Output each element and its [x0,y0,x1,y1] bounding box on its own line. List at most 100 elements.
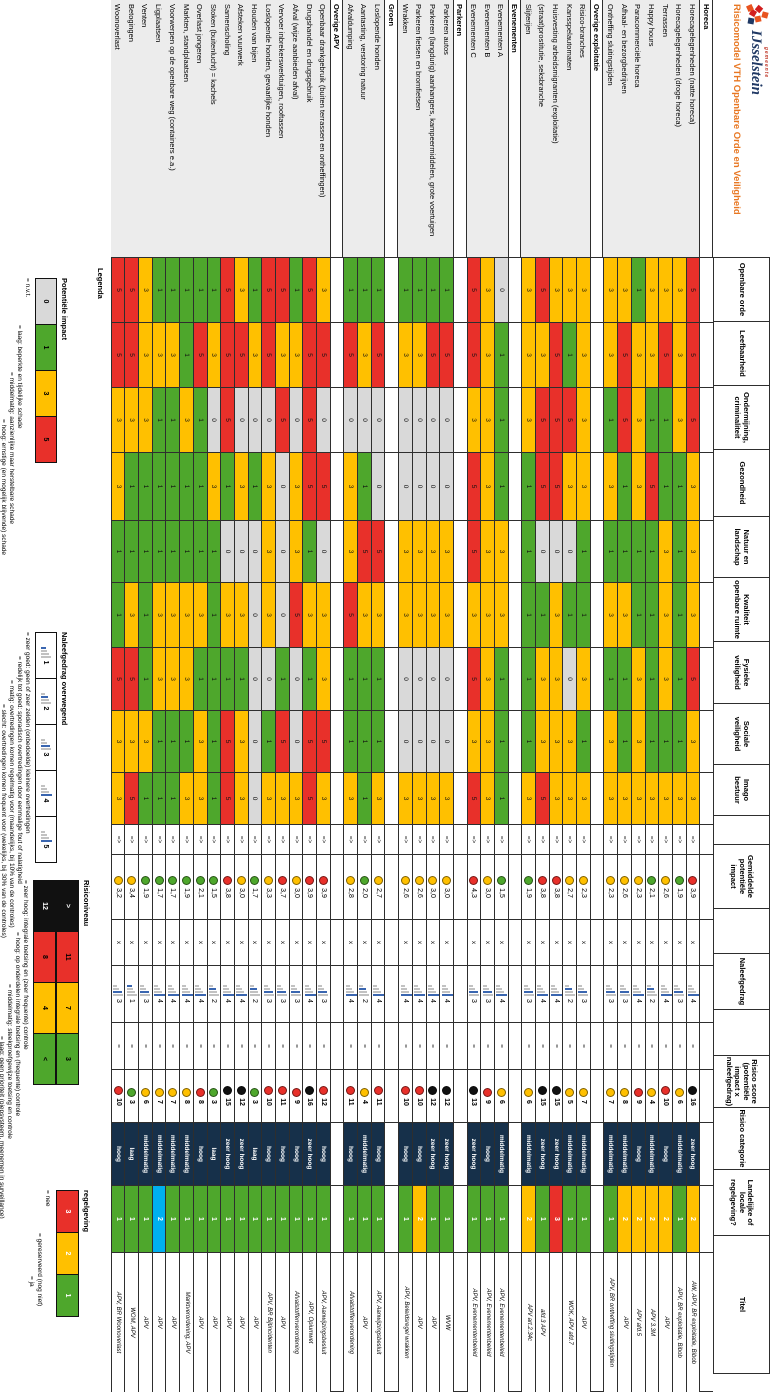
risico-score-cell: 7 [165,1070,180,1123]
gemiddelde-impact-cell: 1,7 [165,855,180,920]
impact-cell: 0 [398,711,412,773]
risico-score-cell: 9 [630,1070,645,1123]
equals-cell: = [603,1023,618,1070]
item-row: Venten 3 3 3 1 1 1 1 3 1 => 1,9 x 3 = 6 middelmatig 1 APV [138,0,152,1392]
section-empty-cell [384,920,399,966]
naleef-bars-icon [345,985,357,997]
regelgeving-legend-title: regelgeving [82,1190,91,1233]
titel-cell: APV [617,1253,631,1392]
item-label: Afsteken vuurwerk [233,0,248,258]
impact-cell: 3 [261,583,275,648]
naleefgedrag-legend-cell: 2 [35,678,57,725]
section-empty-cell [589,388,604,453]
impact-cell: 5 [110,648,125,711]
item-row: Aantasting, verstoring natuur 1 3 0 1 5 3 1 1 1 =>… [357,0,371,1392]
section-empty-cell [589,920,604,966]
column-header: Gemiddelde potentiële impact [713,844,770,909]
impact-cell: 5 [275,711,289,773]
section-empty-cell [699,583,713,648]
section-empty-cell [329,521,344,583]
score-dot [154,1088,164,1098]
titel-cell: APV [411,1253,426,1392]
impact-cell: 1 [658,453,672,521]
section-empty-cell [329,1253,344,1392]
risico-categorie-cell: zeer hoog [535,1123,549,1186]
impact-cell: 3 [370,583,385,648]
item-label: Afvaldumping [343,0,358,258]
impact-cell: 3 [138,323,152,388]
regelgeving-cell: 1 [206,1186,221,1253]
naleef-bars-icon [427,985,439,997]
impact-cell: 0 [261,648,275,711]
equals-cell: = [261,1023,275,1070]
impact-cell: 3 [316,583,330,648]
impact-cell: 1 [425,258,440,323]
arrow-cell: => [192,825,207,855]
naleefgedrag-legend-title: Naleefgedrag overwegend [60,632,69,726]
equals-cell: = [466,1023,481,1070]
naleefgedrag-cell: 4 [165,966,180,1023]
section-empty-cell [329,1186,344,1253]
impact-cell: 0 [247,648,262,711]
naleef-bars-icon [140,985,151,997]
regelgeving-cell: 2 [411,1186,426,1253]
naleefgedrag-legend-cell: 3 [35,724,57,771]
titel-cell: APV, BR ontheffing sluitingstijden [603,1253,618,1392]
section-empty-cell [329,1123,344,1186]
impact-cell: 5 [261,258,275,323]
item-row: Markten, standplaatsen 1 1 3 1 1 3 3 1 3 => 1,9 x 4 = 8… [179,0,193,1392]
impact-dot [469,876,479,886]
naleefgedrag-cell: 4 [398,966,412,1023]
section-empty-cell [329,773,344,825]
score-dot [565,1088,575,1098]
regelgeving-cell: 1 [220,1186,234,1253]
section-empty-cell [699,773,713,825]
regelgeving-cell: 1 [439,1186,453,1253]
arrow-cell: => [576,825,590,855]
score-dot [264,1086,274,1096]
equals-cell: = [576,1023,590,1070]
score-dot [524,1088,534,1098]
section-empty-cell [699,388,713,453]
arrow-cell: => [671,825,686,855]
score-dot [127,1088,137,1098]
impact-cell: 1 [521,711,536,773]
impact-cell: 3 [630,711,645,773]
item-row: Paracommerciële horeca 1 3 3 3 1 1 3 3 3 => 2,3 x 4 = 9… [630,0,645,1392]
item-row: Huisvesting arbeidsmigranten (exploitati… [548,0,563,1392]
titel-cell: APV, Aanwijzingsbesluit [316,1253,330,1392]
equals-cell: = [233,1023,248,1070]
naleef-bars-icon [660,985,672,997]
impact-cell: 1 [603,648,618,711]
score-dot [414,1086,424,1096]
regelgeving-cell: 1 [425,1186,440,1253]
naleefgedrag-cell: 3 [603,966,618,1023]
regelgeving-cell: 2 [658,1186,672,1253]
score-dot [291,1088,301,1098]
section-label: Parkeren [452,0,467,258]
item-row: Afval (wijze aanbieden afval) 1 3 0 3 3 5 0 0 3 =>… [288,0,303,1392]
regelgeving-cell: 2 [151,1186,166,1253]
section-empty-cell [452,1253,467,1392]
impact-cell: 0 [220,521,234,583]
section-row: Overige APV [329,0,344,1392]
impact-cell: 5 [658,323,672,388]
impact-cell: 3 [671,323,686,388]
section-empty-cell [384,521,399,583]
impact-cell: 1 [603,388,618,453]
equals-cell: = [192,1023,207,1070]
section-empty-cell [452,521,467,583]
impact-cell: 3 [439,521,453,583]
titel-cell: WOK, APV afd.7 [562,1253,577,1392]
impact-cell: 0 [275,521,289,583]
impact-cell: 1 [151,521,166,583]
regelgeving-cell: 1 [357,1186,371,1253]
impact-cell: 3 [548,583,563,648]
risico-categorie-cell: zeer hoog [425,1123,440,1186]
score-dot [428,1086,438,1096]
section-empty-cell [452,711,467,773]
score-dot [674,1088,684,1098]
impact-cell: 3 [644,323,659,388]
section-row: Parkeren [452,0,467,1392]
x-cell: x [110,920,125,966]
